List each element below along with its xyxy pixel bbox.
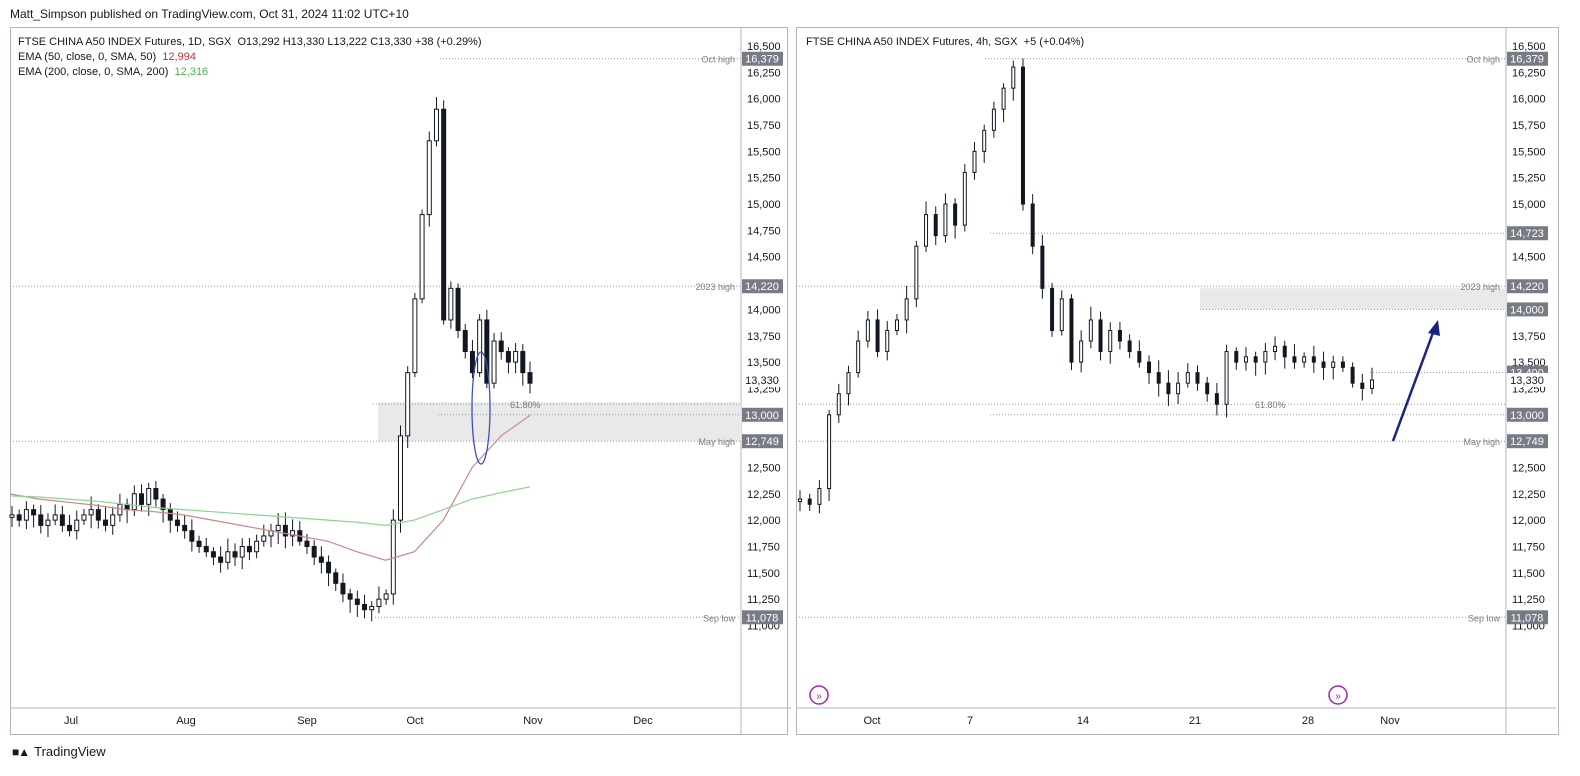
legend-ema50-value: 12,994: [162, 51, 196, 63]
legend-title: FTSE CHINA A50 INDEX Futures, 4h, SGX: [806, 36, 1018, 48]
publisher-header: Matt_Simpson published on TradingView.co…: [10, 7, 409, 21]
legend-ema200-value: 12,316: [174, 66, 209, 78]
chart-pane-4h[interactable]: [796, 27, 1559, 735]
tradingview-logo-icon: ■▲: [12, 744, 30, 759]
footer: ■▲ TradingView: [12, 744, 106, 759]
footer-brand: TradingView: [34, 744, 106, 759]
chart-pane-daily[interactable]: [10, 27, 788, 735]
legend-ema50-label: EMA (50, close, 0, SMA, 50): [18, 51, 157, 63]
legend-ema200-label: EMA (200, close, 0, SMA, 200): [18, 66, 169, 78]
legend-change: +5 (+0.04%): [1023, 36, 1085, 48]
legend-ohlc: O13,292 H13,330 L13,222 C13,330 +38 (+0.…: [237, 36, 482, 48]
legend-4h: FTSE CHINA A50 INDEX Futures, 4h, SGX +5…: [806, 35, 1084, 50]
legend-title: FTSE CHINA A50 INDEX Futures, 1D, SGX: [18, 36, 232, 48]
legend-daily: FTSE CHINA A50 INDEX Futures, 1D, SGX O1…: [18, 35, 482, 80]
